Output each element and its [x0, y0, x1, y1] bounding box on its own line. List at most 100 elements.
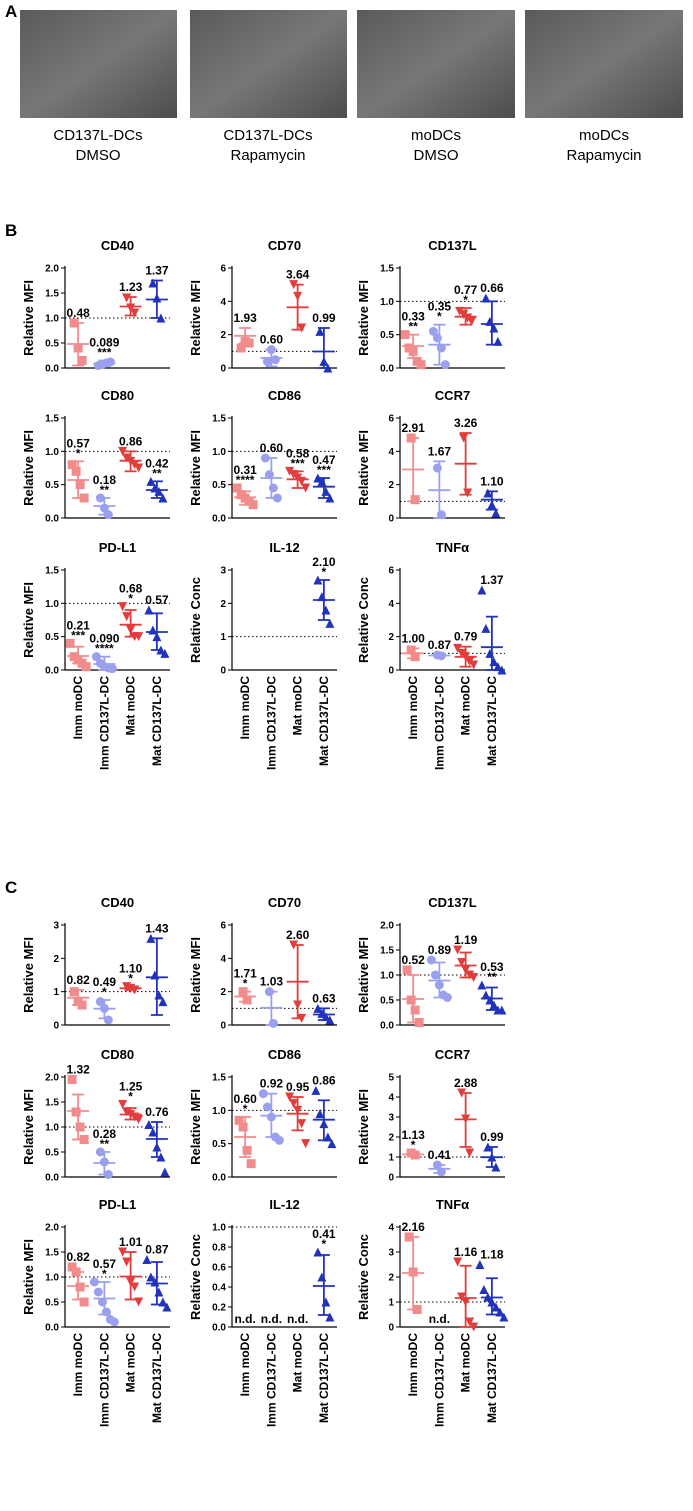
chart-title: CCR7: [435, 1047, 470, 1062]
data-point: [142, 1255, 152, 1264]
data-point: [406, 645, 416, 655]
y-tick-label: 0.0: [45, 514, 59, 525]
value-label: 0.99: [312, 311, 336, 325]
data-point: [402, 965, 412, 975]
y-tick-label: 1.5: [45, 414, 59, 425]
y-axis-label: Relative MFI: [21, 582, 36, 658]
chart-title: CD137L: [428, 895, 476, 910]
y-axis-label: Relative MFI: [356, 1089, 371, 1165]
micrograph: [525, 10, 683, 118]
y-tick-label: 1.0: [45, 447, 59, 458]
chart-title: TNFα: [436, 540, 469, 555]
value-label: 1.00: [401, 631, 425, 645]
data-point: [118, 1247, 128, 1257]
data-point: [465, 657, 475, 667]
x-tick-label: Imm moDC: [406, 1333, 420, 1397]
value-label: 0.42: [145, 456, 169, 470]
value-label: 0.87: [145, 1243, 169, 1257]
value-label: 0.79: [454, 630, 478, 644]
significance: **: [100, 1137, 110, 1151]
data-point: [479, 1285, 489, 1294]
value-label: 0.89: [428, 943, 452, 957]
data-point: [410, 495, 420, 505]
data-point: [453, 1257, 463, 1267]
value-label: 1.23: [119, 280, 143, 294]
data-point: [432, 333, 442, 343]
chart-title: CD80: [101, 1047, 134, 1062]
y-tick-label: 1.0: [380, 971, 394, 982]
x-tick-label: Mat moDC: [459, 1333, 473, 1393]
y-tick-label: 0.2: [212, 1303, 226, 1314]
x-tick-label: Mat moDC: [459, 676, 473, 736]
value-label: 0.49: [93, 975, 117, 989]
x-tick-label: Imm CD137L-DC: [264, 1333, 278, 1427]
data-point: [122, 1257, 132, 1267]
data-point: [122, 612, 132, 622]
value-label: n.d.: [234, 1312, 255, 1326]
data-point: [162, 1302, 172, 1312]
data-point: [499, 1312, 509, 1322]
data-point: [457, 1292, 467, 1302]
value-label: 0.35: [428, 300, 452, 314]
y-tick-label: 0.0: [45, 666, 59, 677]
y-tick-label: 0.5: [45, 480, 59, 491]
significance: ****: [236, 473, 255, 487]
panel-label: C: [5, 878, 17, 897]
data-point: [469, 1322, 479, 1332]
image-caption: CD137L-DCs: [223, 127, 312, 144]
value-label: 0.82: [66, 973, 90, 987]
y-axis-label: Relative MFI: [356, 280, 371, 356]
significance: *: [102, 985, 107, 999]
y-tick-label: 6: [388, 566, 394, 577]
y-tick-label: 2: [388, 632, 394, 643]
y-tick-label: 3: [388, 1113, 394, 1124]
y-tick-label: 1.0: [45, 1123, 59, 1134]
data-point: [268, 1018, 278, 1028]
chart-title: PD-L1: [99, 540, 137, 555]
value-label: 0.57: [66, 436, 90, 450]
data-point: [297, 1119, 307, 1129]
value-label: 0.86: [312, 1073, 336, 1087]
significance: *: [411, 1138, 416, 1152]
data-point: [321, 605, 331, 615]
data-point: [467, 316, 477, 326]
value-label: 0.77: [454, 283, 478, 297]
y-tick-label: 0.8: [212, 1243, 226, 1254]
y-tick-label: 2: [388, 480, 394, 491]
x-tick-label: Imm moDC: [406, 676, 420, 740]
data-point: [477, 980, 487, 990]
y-tick-label: 6: [388, 414, 394, 425]
significance: *: [128, 592, 133, 606]
y-tick-label: 1.5: [45, 1098, 59, 1109]
y-tick-label: 4: [388, 447, 394, 458]
y-tick-label: 3: [388, 1248, 394, 1259]
data-point: [134, 632, 144, 642]
data-point: [130, 460, 140, 470]
data-point: [144, 1120, 154, 1129]
y-tick-label: 1.5: [380, 946, 394, 957]
data-point: [459, 433, 469, 443]
data-point: [160, 648, 170, 658]
x-tick-label: Mat moDC: [124, 1333, 138, 1393]
value-label: n.d.: [261, 1312, 282, 1326]
y-tick-label: 1.0: [212, 1106, 226, 1117]
y-tick-label: 0: [388, 1323, 394, 1334]
y-tick-label: 3: [53, 921, 59, 932]
data-point: [430, 970, 440, 980]
data-point: [457, 958, 467, 967]
value-label: 0.33: [401, 310, 425, 324]
x-tick-label: Imm CD137L-DC: [97, 676, 111, 770]
y-tick-label: 0: [220, 364, 226, 375]
y-axis-label: Relative MFI: [21, 937, 36, 1013]
x-tick-label: Mat moDC: [291, 676, 305, 736]
chart-title: CD80: [101, 388, 134, 403]
micrograph: [357, 10, 515, 118]
y-tick-label: 0: [53, 1021, 59, 1032]
y-tick-label: 0.0: [380, 1021, 394, 1032]
data-point: [242, 995, 252, 1005]
value-label: 0.57: [145, 593, 169, 607]
data-point: [457, 648, 467, 658]
data-point: [158, 997, 168, 1007]
significance: **: [408, 320, 418, 334]
